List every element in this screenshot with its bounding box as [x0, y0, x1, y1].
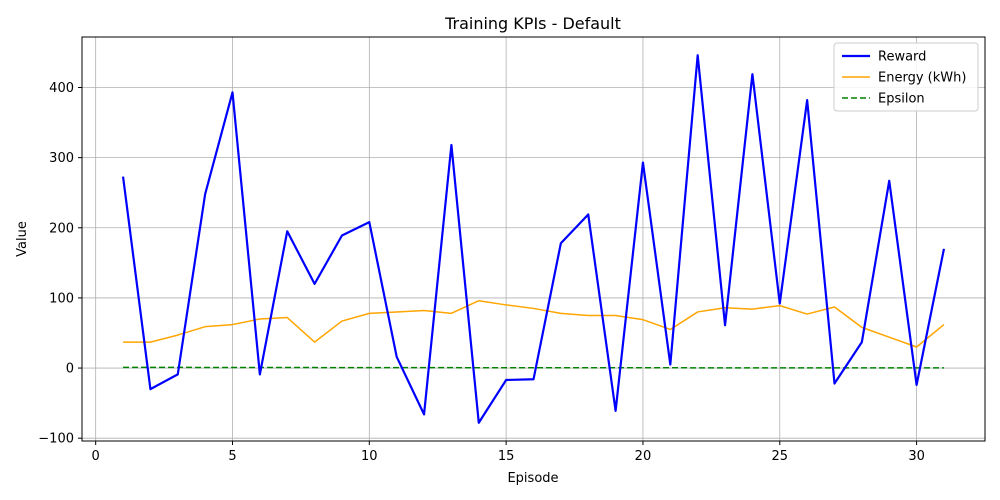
x-tick-label: 25	[771, 449, 788, 464]
x-tick-label: 10	[361, 449, 378, 464]
x-tick-label: 15	[498, 449, 515, 464]
legend-label: Reward	[878, 50, 926, 65]
axis-ticks: 0 5 10 15 20 25 30 −100 0 100 200 300 400	[38, 81, 925, 464]
y-tick-label: 300	[49, 151, 74, 166]
chart-title: Training KPIs - Default	[444, 14, 621, 33]
series-line-reward	[121, 54, 946, 424]
legend: Reward Energy (kWh) Epsilon	[833, 42, 979, 112]
x-axis-title: Episode	[507, 471, 558, 486]
x-tick-label: 30	[908, 449, 925, 464]
x-tick-label: 20	[635, 449, 652, 464]
y-tick-label: 0	[66, 362, 74, 377]
x-tick-label: 5	[228, 449, 236, 464]
y-tick-label: 200	[49, 221, 74, 236]
legend-box	[833, 42, 979, 112]
legend-label: Epsilon	[878, 92, 925, 107]
series-line-energy-kwh	[123, 299, 945, 348]
y-tick-label: −100	[38, 432, 74, 447]
series-lines	[121, 54, 946, 424]
y-tick-label: 100	[49, 291, 74, 306]
y-tick-label: 400	[49, 81, 74, 96]
y-axis-title: Value	[15, 221, 30, 257]
plot-frame	[81, 36, 986, 442]
x-tick-label: 0	[92, 449, 100, 464]
legend-label: Energy (kWh)	[878, 71, 966, 86]
